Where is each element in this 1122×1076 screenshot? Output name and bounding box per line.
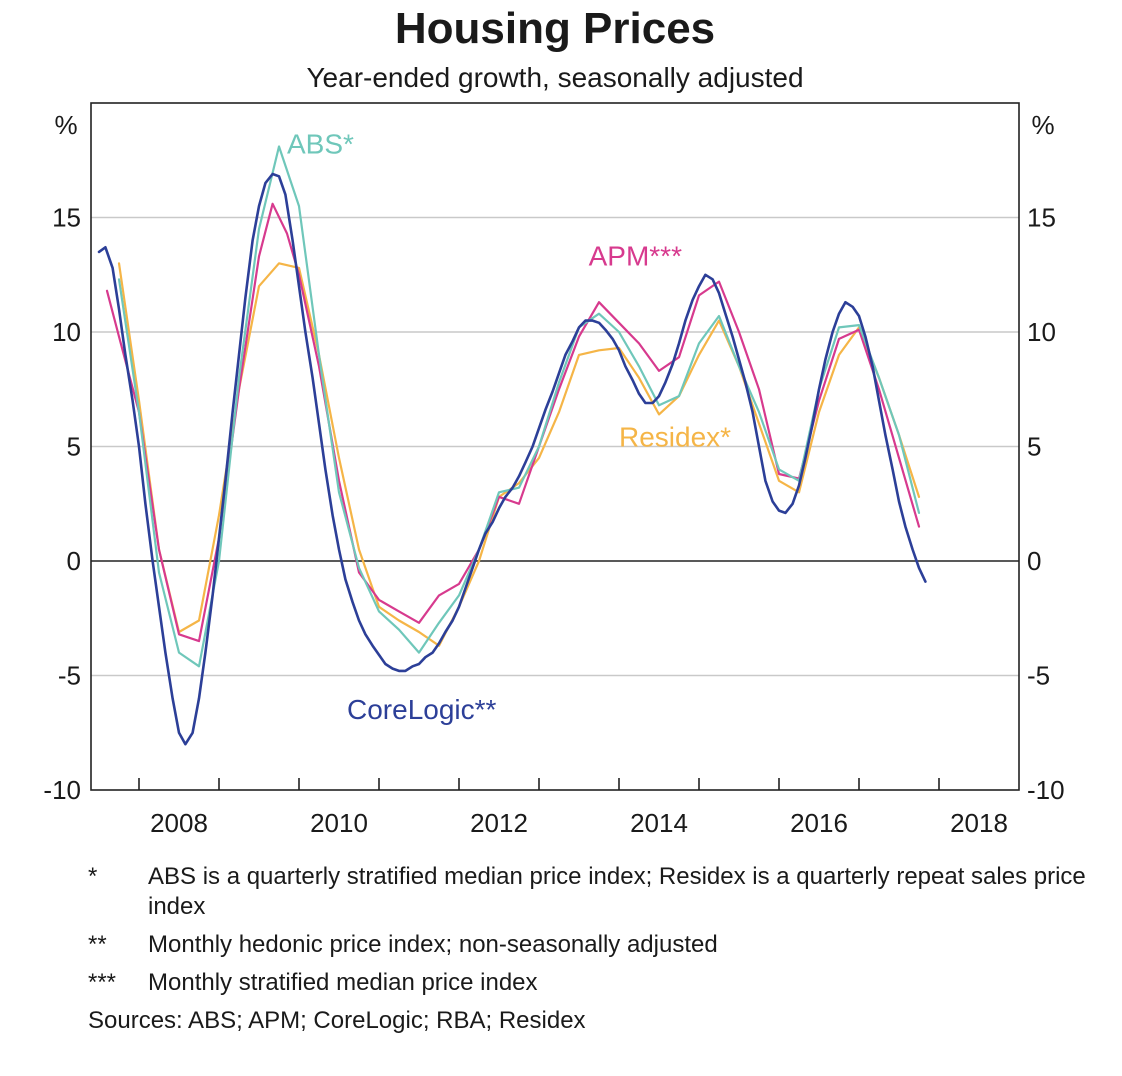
y-tick-label-left: 10 [52,317,81,347]
y-unit-label-left: % [54,110,77,140]
y-tick-label-right: 0 [1027,546,1041,576]
sources: Sources: ABS; APM; CoreLogic; RBA; Resid… [88,1007,586,1034]
series-label-corelogic: CoreLogic** [347,694,497,725]
chart-title: Housing Prices [394,4,716,53]
label-layer: 15 15 10 10 5 5 0 0 -5 -5 -10 -10% % 2008 2010 2012 2014… [43,110,1064,838]
y-tick-label-right: -10 [1027,775,1065,805]
x-tick-label: 2010 [310,808,368,838]
x-tick-label: 2016 [790,808,848,838]
y-tick-label-right: -5 [1027,661,1050,691]
series-label-residex: Residex* [619,422,731,453]
y-tick-label-right: 10 [1027,317,1056,347]
y-unit-label-right: % [1031,110,1054,140]
frame-layer [90,102,1020,791]
series-line-residex [117,262,921,647]
y-tick-label-left: 5 [67,432,81,462]
x-tick-label: 2014 [630,808,688,838]
y-tick-label-left: 0 [67,546,81,576]
chart-svg: 15 15 10 10 5 5 0 0 -5 -5 -10 -10% % 2008 2010 2012 2014… [43,102,1065,838]
footnote-3-mark: *** [88,969,117,996]
series-line-apm [105,202,921,643]
x-tick-label: 2012 [470,808,528,838]
footnote-3-text: Monthly stratified median price index [148,969,538,996]
footnote-3: *** Monthly stratified median price inde… [88,968,1088,998]
footnote-1-mark: * [88,863,98,890]
footnote-2-text: Monthly hedonic price index; non-seasona… [148,931,718,958]
y-tick-label-left: 15 [52,203,81,233]
footnote-1: * ABS is a quarterly stratified median p… [88,862,1088,922]
x-tick-label: 2008 [150,808,208,838]
footnote-2: ** Monthly hedonic price index; non-seas… [88,930,1088,960]
series-line-corelogic [97,172,927,746]
series-label-abs: ABS* [287,128,354,159]
footnotes: * ABS is a quarterly stratified median p… [88,862,1088,1036]
chart-subtitle: Year-ended growth, seasonally adjusted [306,62,804,93]
footnote-1-text: ABS is a quarterly stratified median pri… [148,863,1086,920]
y-tick-label-left: -5 [58,661,81,691]
y-tick-label-right: 5 [1027,432,1041,462]
series-line-abs [117,145,921,668]
footnote-2-mark: ** [88,931,107,958]
y-tick-label-right: 15 [1027,203,1056,233]
x-tick-label: 2018 [950,808,1008,838]
y-tick-label-left: -10 [43,775,81,805]
series-layer [97,145,927,746]
series-label-apm: APM*** [589,241,682,272]
plot-frame [90,102,1020,791]
